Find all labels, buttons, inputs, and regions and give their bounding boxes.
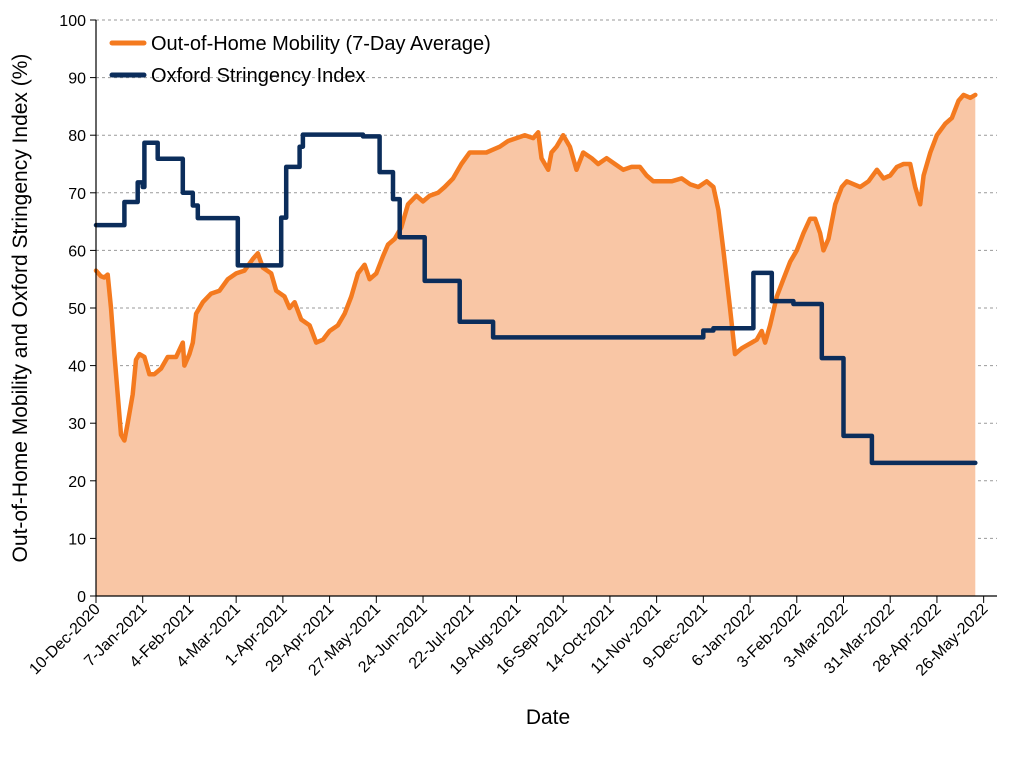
y-tick-label: 80 [68,128,86,145]
x-axis-title: Date [526,706,570,729]
legend-label-stringency: Oxford Stringency Index [151,65,366,87]
y-tick-label: 100 [59,13,86,30]
x-tick-labels: 10-Dec-20207-Jan-20214-Feb-20214-Mar-202… [26,601,991,680]
mobility-line [93,92,978,443]
stringency-line [93,132,978,466]
legend-label-mobility: Out-of-Home Mobility (7-Day Average) [151,33,491,55]
series-lines-layer [93,92,978,466]
y-tick-label: 50 [68,301,86,318]
y-tick-label: 20 [68,474,86,491]
y-tick-label: 60 [68,243,86,260]
y-tick-label: 40 [68,359,86,376]
y-tick-labels: 0 10 20 30 40 50 60 70 80 90 100 [59,13,86,606]
y-tick-label: 70 [68,186,86,203]
y-tick-label: 0 [77,589,86,606]
legend: Out-of-Home Mobility (7-Day Average) Oxf… [109,33,491,87]
mobility-area [96,94,976,597]
y-tick-label: 90 [68,71,86,88]
y-axis-title: Out-of-Home Mobility and Oxford Stringen… [9,54,32,563]
axes [90,19,997,603]
mobility-area-layer [96,94,976,597]
y-tick-label: 30 [68,416,86,433]
y-tick-label: 10 [68,531,86,548]
